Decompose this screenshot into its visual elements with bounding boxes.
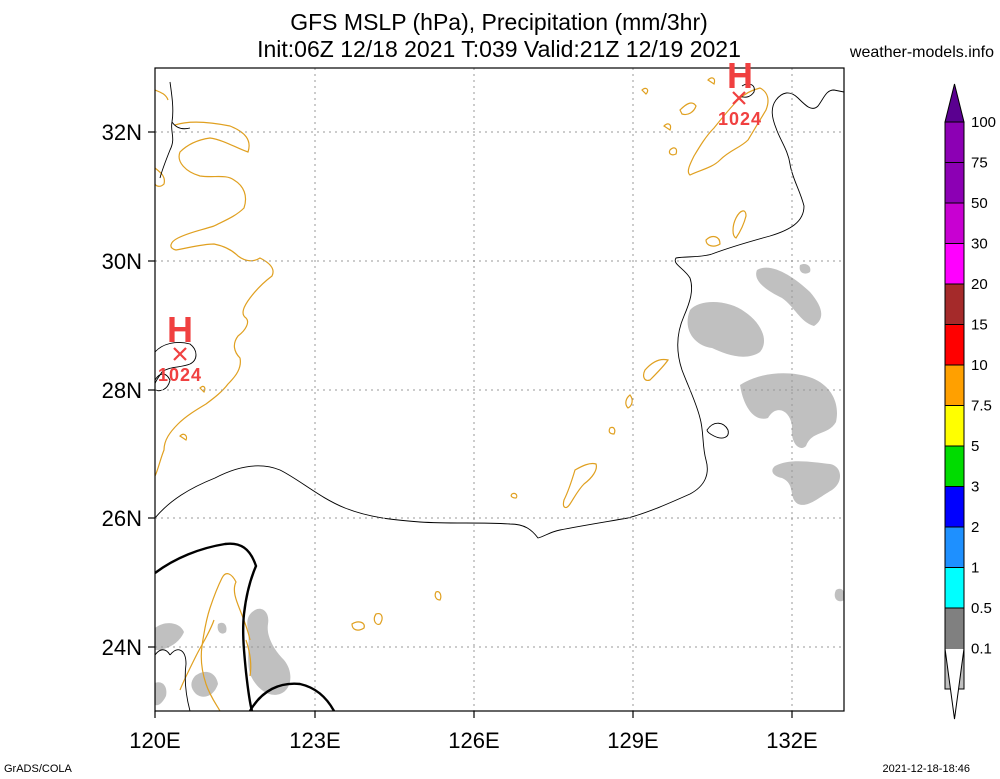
lat-label: 24N (102, 635, 142, 660)
precip-colorbar: 100 75 50 30 20 15 10 7.5 5 3 2 1 0.5 0.1 (944, 83, 996, 720)
lon-label: 120E (129, 728, 180, 753)
colorbar-label: 75 (971, 155, 988, 172)
colorbar-label: 5 (971, 438, 979, 455)
colorbar-swatch (944, 162, 965, 204)
colorbar-swatch (944, 445, 965, 487)
colorbar-label: 50 (971, 195, 988, 212)
isobars (155, 81, 844, 711)
colorbar-swatch (944, 405, 965, 447)
chart-title: GFS MSLP (hPa), Precipitation (mm/3hr) (290, 9, 708, 35)
high-value: 1024 (158, 365, 202, 385)
colorbar-swatch (944, 202, 965, 244)
high-pressure-center-w: H 1024 (158, 309, 202, 385)
colorbar-label: 10 (971, 357, 988, 374)
site-watermark: weather-models.info (849, 44, 994, 61)
coastlines (155, 77, 769, 711)
colorbar-swatch (944, 526, 965, 568)
lat-label: 32N (102, 120, 142, 145)
high-letter: H (727, 55, 753, 96)
precip-shading (155, 263, 844, 706)
axis-ticks (148, 131, 793, 718)
high-pressure-center-ne: H 1024 (718, 55, 762, 129)
lat-labels: 32N 30N 28N 26N 24N (102, 120, 142, 660)
colorbar-label: 3 (971, 479, 979, 496)
colorbar-label: 7.5 (971, 398, 992, 415)
colorbar-top-arrow (944, 83, 965, 123)
colorbar-bottom-arrow (944, 648, 965, 720)
center-x-icon (173, 347, 187, 361)
lat-label: 30N (102, 249, 142, 274)
graticule (155, 68, 844, 711)
chart-subtitle: Init:06Z 12/18 2021 T:039 Valid:21Z 12/1… (257, 36, 741, 62)
lat-label: 26N (102, 506, 142, 531)
colorbar-label: 30 (971, 236, 988, 253)
lon-label: 129E (607, 728, 658, 753)
colorbar-swatch (944, 283, 965, 325)
lat-label: 28N (102, 378, 142, 403)
high-value: 1024 (718, 109, 762, 129)
footer-timestamp: 2021-12-18-18:46 (882, 763, 970, 775)
high-letter: H (167, 309, 193, 350)
colorbar-label: 15 (971, 317, 988, 334)
lon-label: 132E (766, 728, 817, 753)
colorbar-label: 20 (971, 276, 988, 293)
colorbar-swatch (944, 364, 965, 406)
colorbar-label: 2 (971, 519, 979, 536)
colorbar-swatch (944, 607, 965, 649)
center-x-icon (732, 91, 746, 105)
colorbar-label: 1 (971, 560, 979, 577)
colorbar-swatch (944, 324, 965, 366)
lon-label: 126E (448, 728, 499, 753)
lon-label: 123E (289, 728, 340, 753)
bold-isobars (155, 542, 336, 711)
colorbar-swatch (944, 243, 965, 285)
footer-credit: GrADS/COLA (4, 763, 72, 775)
lon-labels: 120E 123E 126E 129E 132E (129, 728, 817, 753)
colorbar-label: 0.1 (971, 641, 992, 658)
colorbar-swatch (944, 121, 965, 163)
colorbar-swatch (944, 567, 965, 609)
colorbar-label: 100 (971, 114, 996, 131)
colorbar-label: 0.5 (971, 600, 992, 617)
colorbar-swatch (944, 486, 965, 528)
